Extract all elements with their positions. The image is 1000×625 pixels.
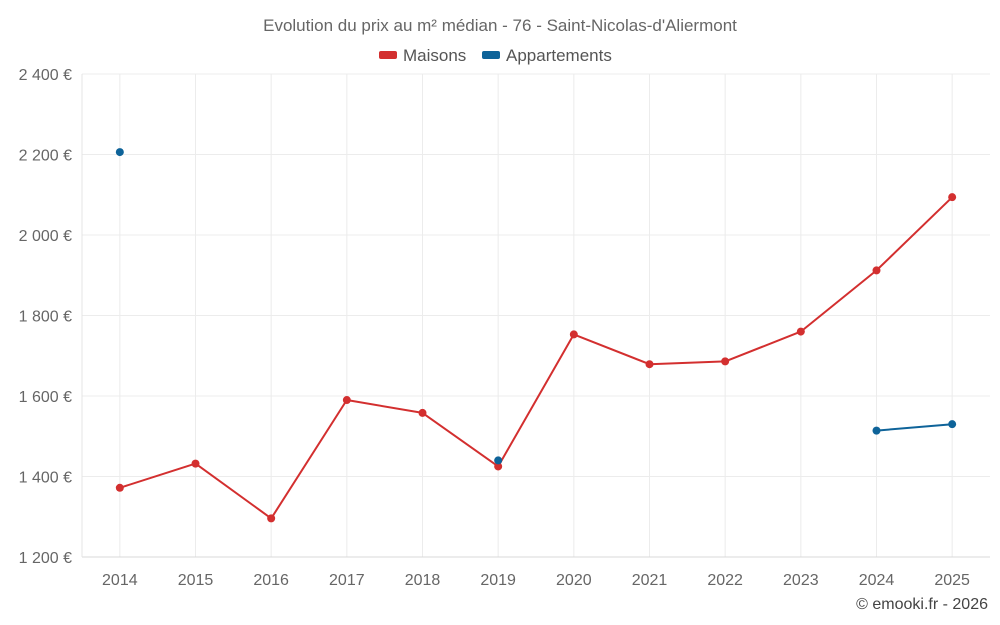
data-point-appartements[interactable] <box>948 420 957 429</box>
data-point-appartements[interactable] <box>494 456 503 465</box>
x-tick-label: 2025 <box>934 572 970 589</box>
data-point-maisons[interactable] <box>569 330 578 339</box>
y-tick-label: 1 800 € <box>19 309 72 326</box>
legend: Maisons Appartements <box>379 46 612 65</box>
data-point-appartements[interactable] <box>872 426 881 435</box>
y-tick-label: 1 400 € <box>19 470 72 487</box>
data-point-maisons[interactable] <box>645 360 654 369</box>
axes: 1 200 € 1 400 € 1 600 € 1 800 € 2 000 € 2 200… <box>19 67 990 589</box>
x-tick-label: 2018 <box>405 572 441 589</box>
y-tick-label: 1 200 € <box>19 550 72 567</box>
data-point-appartements[interactable] <box>115 148 124 157</box>
data-point-maisons[interactable] <box>191 459 200 468</box>
series-line-appartements <box>876 423 953 432</box>
grid <box>82 73 990 558</box>
x-tick-label: 2016 <box>253 572 289 589</box>
legend-label-maisons: Maisons <box>403 46 466 65</box>
data-point-maisons[interactable] <box>721 357 730 366</box>
data-point-maisons[interactable] <box>418 408 427 417</box>
series-line-maisons <box>119 196 953 520</box>
legend-swatch-appartements <box>482 51 500 59</box>
data-point-maisons[interactable] <box>267 514 276 523</box>
series <box>115 148 957 523</box>
y-tick-label: 1 600 € <box>19 389 72 406</box>
credit-text: © emooki.fr - 2026 <box>856 596 988 613</box>
x-tick-label: 2021 <box>632 572 668 589</box>
x-tick-label: 2023 <box>783 572 819 589</box>
legend-item-appartements[interactable]: Appartements <box>482 46 612 65</box>
data-point-maisons[interactable] <box>342 396 351 405</box>
y-tick-label: 2 400 € <box>19 67 72 84</box>
legend-item-maisons[interactable]: Maisons <box>379 46 466 65</box>
chart-title: Evolution du prix au m² médian - 76 - Sa… <box>263 16 737 35</box>
data-point-maisons[interactable] <box>494 462 503 471</box>
x-tick-label: 2022 <box>707 572 743 589</box>
x-tick-label: 2014 <box>102 572 138 589</box>
x-tick-label: 2024 <box>859 572 895 589</box>
legend-swatch-maisons <box>379 51 397 59</box>
x-tick-label: 2017 <box>329 572 365 589</box>
y-tick-label: 2 000 € <box>19 228 72 245</box>
x-tick-label: 2019 <box>480 572 516 589</box>
x-tick-label: 2015 <box>178 572 214 589</box>
data-point-maisons[interactable] <box>115 483 124 492</box>
data-point-maisons[interactable] <box>948 193 957 202</box>
data-point-maisons[interactable] <box>872 266 881 275</box>
legend-label-appartements: Appartements <box>506 46 612 65</box>
y-tick-label: 2 200 € <box>19 148 72 165</box>
data-point-maisons[interactable] <box>796 327 805 336</box>
x-tick-label: 2020 <box>556 572 592 589</box>
